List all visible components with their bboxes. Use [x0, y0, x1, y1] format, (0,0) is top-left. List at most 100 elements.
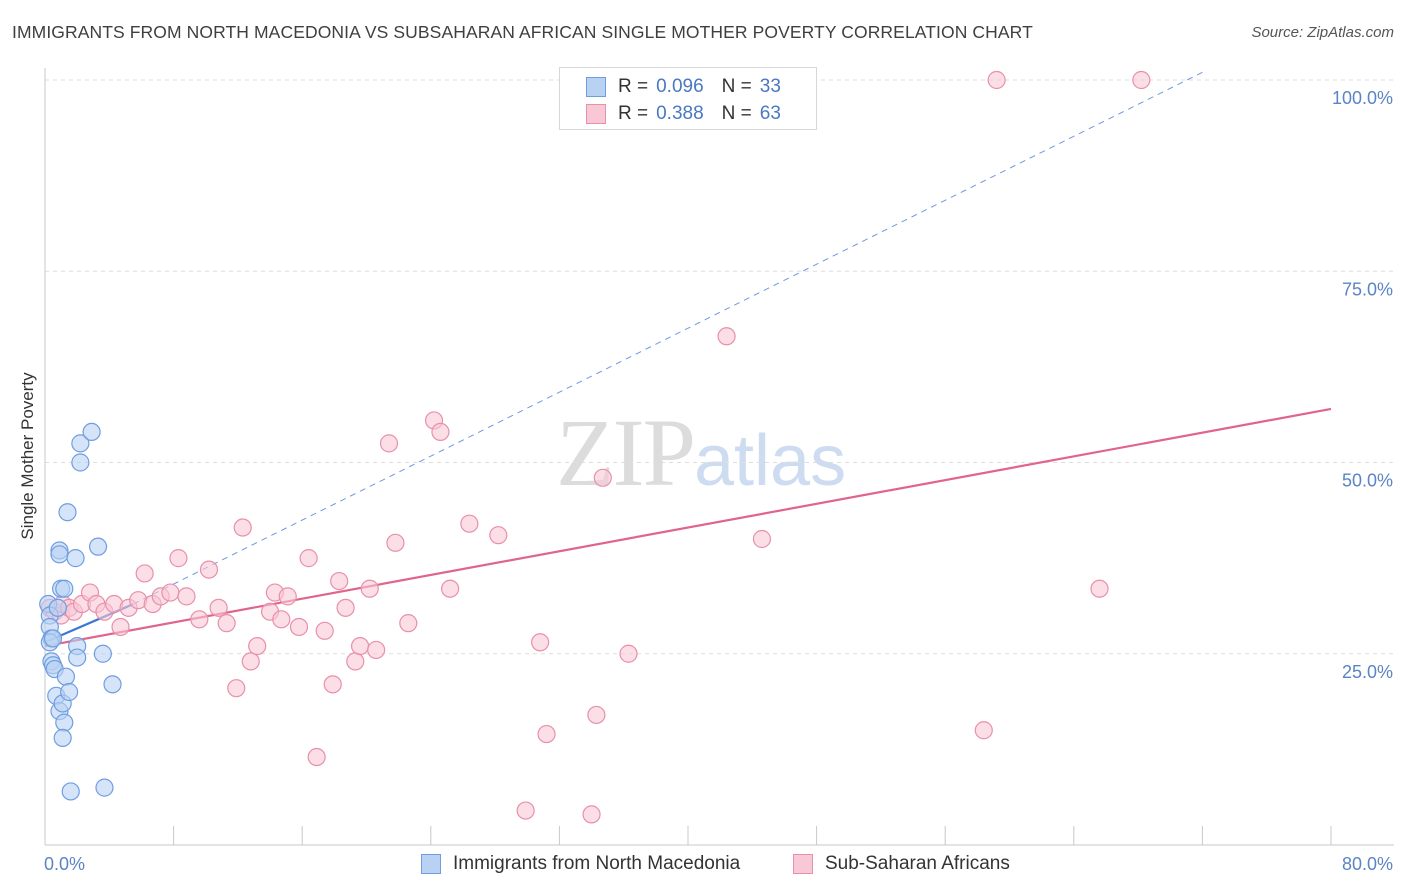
- bottom-legend-north-macedonia: Immigrants from North Macedonia: [421, 851, 740, 877]
- pink-swatch: [586, 104, 606, 124]
- point-subsaharan: [135, 564, 154, 583]
- point-subsaharan: [190, 610, 209, 629]
- point-subsaharan: [323, 675, 342, 694]
- point-subsaharan: [431, 422, 450, 441]
- watermark-zip: ZIP: [556, 399, 696, 506]
- point-north-macedonia: [68, 648, 87, 667]
- blue-swatch: [586, 77, 606, 97]
- point-north-macedonia: [88, 537, 108, 556]
- y-tick-label: 50.0%: [1342, 471, 1393, 491]
- point-subsaharan: [233, 518, 252, 537]
- pink-swatch: [793, 854, 813, 874]
- point-subsaharan: [289, 617, 309, 637]
- point-subsaharan: [315, 621, 334, 640]
- point-subsaharan: [209, 598, 228, 617]
- point-subsaharan: [111, 617, 130, 637]
- data-points: [39, 70, 1151, 824]
- point-subsaharan: [531, 633, 550, 652]
- point-subsaharan: [587, 705, 606, 725]
- r-label: R =: [618, 76, 649, 97]
- point-subsaharan: [399, 614, 418, 633]
- point-subsaharan: [360, 579, 379, 598]
- series-label: Immigrants from North Macedonia: [453, 853, 741, 874]
- point-subsaharan: [217, 614, 236, 633]
- axes: [44, 68, 1394, 846]
- legend-row-subsaharan: R = 0.388 N = 63: [586, 102, 781, 126]
- point-subsaharan: [346, 652, 365, 671]
- grid-lines: [45, 79, 1394, 655]
- point-subsaharan: [299, 549, 318, 568]
- trend-line-north-macedonia: [133, 71, 1203, 605]
- point-subsaharan: [537, 724, 556, 744]
- y-tick-label: 100.0%: [1332, 88, 1393, 108]
- n-value: 33: [759, 76, 781, 97]
- point-subsaharan: [199, 560, 219, 579]
- legend-row-north-macedonia: R = 0.096 N = 33: [586, 75, 781, 99]
- x-tick-label: 0.0%: [44, 854, 85, 874]
- point-subsaharan: [1132, 70, 1151, 90]
- point-subsaharan: [177, 587, 196, 606]
- point-north-macedonia: [71, 453, 90, 472]
- chart-title: IMMIGRANTS FROM NORTH MACEDONIA VS SUBSA…: [12, 22, 1033, 42]
- series-label: Sub-Saharan Africans: [825, 853, 1010, 874]
- point-subsaharan: [593, 468, 612, 487]
- point-subsaharan: [367, 640, 386, 660]
- point-subsaharan: [752, 529, 772, 549]
- point-subsaharan: [379, 434, 399, 453]
- point-subsaharan: [1090, 579, 1109, 598]
- n-value: 63: [759, 103, 781, 124]
- source-label: Source: ZipAtlas.com: [1251, 24, 1394, 41]
- point-subsaharan: [241, 652, 260, 671]
- trend-lines: [44, 71, 1332, 648]
- point-north-macedonia: [55, 713, 74, 732]
- point-subsaharan: [248, 636, 267, 656]
- point-north-macedonia: [43, 629, 63, 648]
- point-subsaharan: [582, 805, 601, 824]
- point-north-macedonia: [82, 422, 101, 441]
- blue-swatch: [421, 854, 441, 874]
- bottom-legend-subsaharan: Sub-Saharan Africans: [793, 851, 1010, 877]
- point-subsaharan: [272, 610, 291, 629]
- point-subsaharan: [619, 644, 638, 663]
- y-tick-label: 25.0%: [1342, 662, 1393, 682]
- r-label: R =: [618, 103, 649, 124]
- point-subsaharan: [489, 526, 508, 545]
- point-north-macedonia: [56, 667, 75, 686]
- point-north-macedonia: [60, 682, 79, 702]
- point-subsaharan: [161, 583, 180, 602]
- point-subsaharan: [717, 327, 736, 346]
- point-subsaharan: [330, 571, 349, 591]
- point-north-macedonia: [71, 434, 90, 453]
- point-north-macedonia: [50, 545, 69, 564]
- n-label: N =: [721, 103, 752, 124]
- point-north-macedonia: [95, 778, 114, 797]
- stats-legend: R = 0.096 N = 33 R = 0.388 N = 63: [559, 67, 817, 130]
- point-subsaharan: [336, 598, 355, 617]
- point-north-macedonia: [58, 503, 77, 522]
- point-north-macedonia: [55, 579, 74, 598]
- point-subsaharan: [307, 747, 326, 767]
- point-north-macedonia: [61, 782, 80, 801]
- point-subsaharan: [227, 679, 246, 698]
- tick-labels: 25.0% 50.0% 75.0% 100.0% 0.0% 80.0%: [44, 88, 1393, 874]
- r-value: 0.388: [656, 103, 704, 124]
- r-value: 0.096: [656, 76, 704, 97]
- n-label: N =: [721, 76, 752, 97]
- point-north-macedonia: [53, 728, 72, 748]
- watermark: ZIPatlas: [556, 405, 846, 501]
- point-subsaharan: [460, 514, 479, 533]
- point-north-macedonia: [48, 598, 67, 617]
- watermark-atlas: atlas: [694, 421, 847, 501]
- point-subsaharan: [278, 587, 297, 606]
- y-tick-label: 75.0%: [1342, 279, 1393, 299]
- point-subsaharan: [516, 801, 535, 820]
- x-tick-label: 80.0%: [1342, 854, 1393, 874]
- point-north-macedonia: [66, 549, 85, 568]
- point-subsaharan: [169, 549, 188, 568]
- point-subsaharan: [440, 579, 460, 598]
- point-subsaharan: [974, 721, 993, 740]
- point-north-macedonia: [103, 675, 122, 694]
- point-north-macedonia: [93, 644, 112, 663]
- trend-line-subsaharan: [44, 407, 1332, 648]
